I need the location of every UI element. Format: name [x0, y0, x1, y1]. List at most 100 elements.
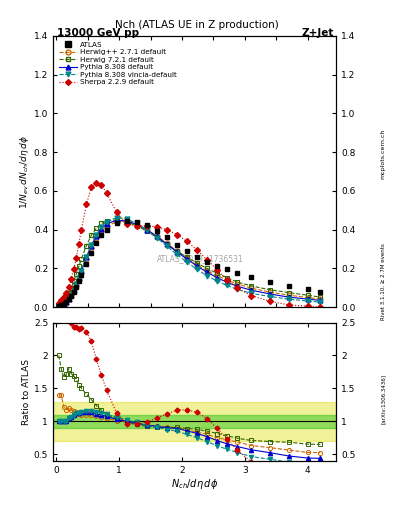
Herwig 7.2.1 default — [66, 290, 71, 296]
Pythia 8.308 vincia-default — [174, 251, 179, 258]
ATLAS — [205, 259, 209, 265]
Pythia 8.308 vincia-default — [114, 215, 119, 221]
ATLAS — [165, 234, 169, 241]
Herwig++ 2.7.1 default — [61, 300, 66, 306]
Line: Pythia 8.308 default: Pythia 8.308 default — [56, 218, 323, 309]
Sherpa 2.2.9 default — [66, 284, 71, 290]
Pythia 8.308 default — [56, 303, 61, 309]
Pythia 8.308 vincia-default — [286, 296, 291, 302]
Sherpa 2.2.9 default — [154, 224, 159, 230]
Pythia 8.308 vincia-default — [185, 259, 189, 265]
Pythia 8.308 default — [165, 241, 169, 247]
Pythia 8.308 vincia-default — [249, 290, 253, 296]
Pythia 8.308 vincia-default — [79, 268, 84, 274]
Herwig++ 2.7.1 default — [64, 298, 69, 304]
Pythia 8.308 default — [69, 292, 73, 298]
Pythia 8.308 vincia-default — [94, 231, 99, 238]
Sherpa 2.2.9 default — [61, 294, 66, 300]
Herwig++ 2.7.1 default — [185, 255, 189, 262]
ATLAS — [154, 227, 159, 233]
Sherpa 2.2.9 default — [144, 223, 149, 229]
Line: Herwig++ 2.7.1 default: Herwig++ 2.7.1 default — [56, 220, 323, 308]
ATLAS — [286, 283, 291, 289]
Herwig 7.2.1 default — [318, 294, 323, 300]
ATLAS — [69, 293, 73, 299]
Herwig++ 2.7.1 default — [215, 273, 220, 279]
Herwig 7.2.1 default — [305, 292, 310, 298]
Pythia 8.308 default — [205, 269, 209, 275]
Text: Rivet 3.1.10, ≥ 2.7M events: Rivet 3.1.10, ≥ 2.7M events — [381, 243, 386, 320]
ATLAS — [249, 274, 253, 280]
Sherpa 2.2.9 default — [99, 182, 104, 188]
Herwig++ 2.7.1 default — [74, 281, 79, 287]
Bar — [53, 415, 336, 428]
Herwig 7.2.1 default — [195, 260, 199, 266]
Sherpa 2.2.9 default — [185, 238, 189, 244]
Pythia 8.308 default — [74, 281, 79, 287]
ATLAS — [89, 250, 94, 256]
Pythia 8.308 vincia-default — [99, 224, 104, 230]
ATLAS — [225, 266, 230, 272]
Herwig++ 2.7.1 default — [124, 219, 129, 225]
Herwig 7.2.1 default — [79, 256, 84, 262]
ATLAS — [72, 289, 76, 295]
Herwig++ 2.7.1 default — [225, 277, 230, 283]
Sherpa 2.2.9 default — [79, 227, 84, 233]
Herwig++ 2.7.1 default — [305, 294, 310, 301]
Herwig++ 2.7.1 default — [205, 268, 209, 274]
Herwig++ 2.7.1 default — [165, 240, 169, 246]
Pythia 8.308 default — [174, 249, 179, 255]
Pythia 8.308 default — [66, 296, 71, 302]
Sherpa 2.2.9 default — [74, 254, 79, 261]
Pythia 8.308 vincia-default — [154, 234, 159, 241]
Line: ATLAS: ATLAS — [56, 219, 323, 309]
Herwig++ 2.7.1 default — [59, 302, 64, 308]
ATLAS — [215, 263, 220, 269]
ATLAS — [74, 284, 79, 290]
Sherpa 2.2.9 default — [89, 184, 94, 190]
Herwig 7.2.1 default — [205, 265, 209, 271]
ATLAS — [66, 296, 71, 303]
Pythia 8.308 vincia-default — [268, 293, 272, 300]
Herwig++ 2.7.1 default — [114, 219, 119, 225]
Herwig 7.2.1 default — [225, 274, 230, 281]
Text: ATLAS_2019_I1736531: ATLAS_2019_I1736531 — [157, 254, 244, 263]
Herwig++ 2.7.1 default — [154, 233, 159, 239]
ATLAS — [185, 248, 189, 254]
Pythia 8.308 vincia-default — [69, 292, 73, 298]
Pythia 8.308 default — [249, 287, 253, 293]
ATLAS — [134, 219, 139, 225]
Text: 13000 GeV pp: 13000 GeV pp — [57, 28, 139, 38]
Herwig 7.2.1 default — [84, 243, 89, 249]
Herwig 7.2.1 default — [74, 271, 79, 277]
Herwig++ 2.7.1 default — [66, 295, 71, 301]
ATLAS — [64, 298, 69, 305]
ATLAS — [124, 218, 129, 224]
Legend: ATLAS, Herwig++ 2.7.1 default, Herwig 7.2.1 default, Pythia 8.308 default, Pythi: ATLAS, Herwig++ 2.7.1 default, Herwig 7.… — [57, 39, 179, 88]
Herwig++ 2.7.1 default — [99, 228, 104, 234]
Text: Nch (ATLAS UE in Z production): Nch (ATLAS UE in Z production) — [115, 20, 278, 31]
Pythia 8.308 default — [215, 274, 220, 281]
Herwig 7.2.1 default — [185, 254, 189, 260]
Sherpa 2.2.9 default — [165, 227, 169, 233]
Herwig 7.2.1 default — [215, 270, 220, 276]
Pythia 8.308 default — [124, 218, 129, 224]
Sherpa 2.2.9 default — [72, 266, 76, 272]
Pythia 8.308 vincia-default — [124, 216, 129, 222]
Sherpa 2.2.9 default — [195, 247, 199, 253]
Text: Z+Jet: Z+Jet — [302, 28, 334, 38]
Pythia 8.308 vincia-default — [235, 286, 240, 292]
Herwig++ 2.7.1 default — [79, 269, 84, 275]
Y-axis label: $1/N_{ev}\,dN_{ch}/d\eta\,d\phi$: $1/N_{ev}\,dN_{ch}/d\eta\,d\phi$ — [18, 135, 31, 208]
Pythia 8.308 default — [59, 302, 64, 308]
Sherpa 2.2.9 default — [94, 180, 99, 186]
Y-axis label: Ratio to ATLAS: Ratio to ATLAS — [22, 359, 31, 424]
Pythia 8.308 default — [104, 221, 109, 227]
Pythia 8.308 vincia-default — [61, 301, 66, 307]
Herwig++ 2.7.1 default — [69, 291, 73, 297]
Pythia 8.308 default — [89, 243, 94, 249]
Herwig 7.2.1 default — [59, 301, 64, 307]
ATLAS — [104, 227, 109, 233]
Herwig++ 2.7.1 default — [104, 223, 109, 229]
Herwig 7.2.1 default — [89, 232, 94, 238]
